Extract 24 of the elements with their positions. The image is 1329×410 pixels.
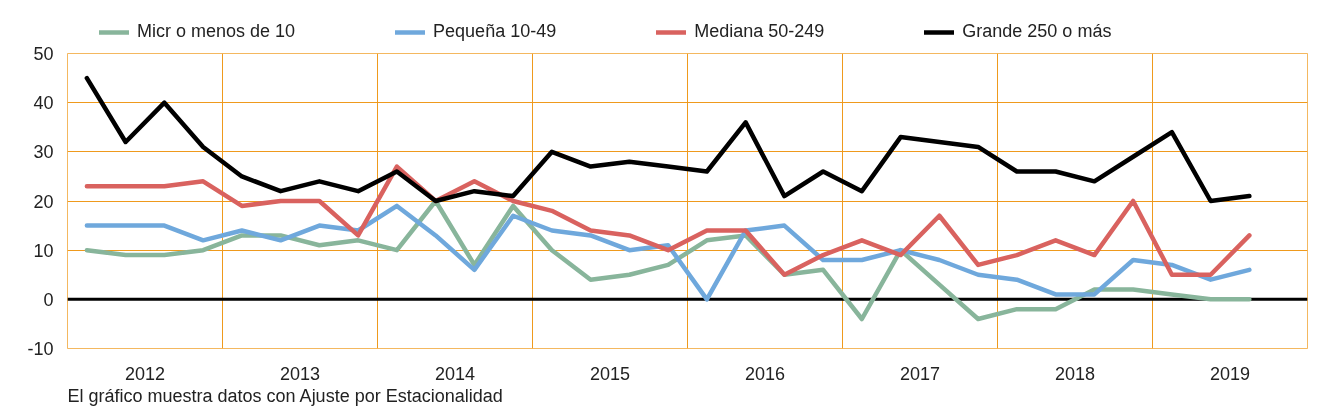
y-tick-label: 10	[33, 240, 54, 261]
legend-label: Mediana 50-249	[694, 21, 825, 42]
line-series	[84, 75, 1252, 204]
line-series	[84, 164, 1252, 277]
y-tick-label: 20	[33, 191, 54, 212]
x-tick-label: 2014	[434, 363, 476, 384]
y-tick-label: 0	[43, 289, 54, 310]
x-tick-label: 2018	[1054, 363, 1096, 384]
y-tick-label: 50	[33, 44, 54, 64]
x-tick-label: 2017	[899, 363, 941, 384]
y-tick-label: 40	[33, 93, 54, 114]
legend-label: Pequeña 10-49	[433, 21, 557, 42]
y-tick-label: -10	[27, 339, 54, 359]
x-tick-label: 2013	[279, 363, 321, 384]
x-tick-label: 2012	[124, 363, 166, 384]
x-tick-label: 2015	[589, 363, 631, 384]
x-tick-label: 2016	[744, 363, 786, 384]
line-series	[84, 203, 1252, 302]
legend-label: Micr o menos de 10	[137, 21, 296, 42]
y-tick-label: 30	[33, 142, 54, 163]
text: El gráfico muestra datos con Ajuste por Estacionalidad	[67, 385, 503, 406]
x-tick-label: 2019	[1209, 363, 1251, 384]
line-series	[84, 198, 1252, 322]
legend-label: Grande 250 o más	[962, 21, 1112, 42]
